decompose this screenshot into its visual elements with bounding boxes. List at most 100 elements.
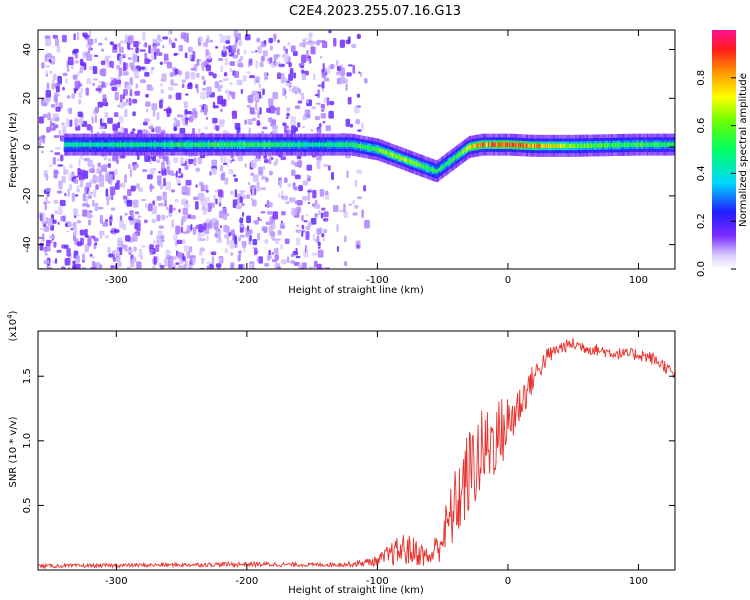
heatmap-ridge-cell xyxy=(329,142,332,147)
heatmap-noise-cell xyxy=(150,55,155,61)
heatmap-noise-cell xyxy=(336,185,340,190)
heatmap-noise-cell xyxy=(195,184,198,188)
heatmap-noise-cell xyxy=(72,74,78,80)
heatmap-ridge-cell xyxy=(510,142,513,147)
heatmap-noise-cell xyxy=(66,230,70,233)
heatmap-noise-cell xyxy=(306,109,310,116)
heatmap-noise-cell xyxy=(302,180,309,186)
heatmap-noise-cell xyxy=(90,125,93,133)
heatmap-ridge-cell xyxy=(483,142,486,147)
heatmap-ridge-cell xyxy=(327,142,329,147)
heatmap-ridge-cell xyxy=(349,142,352,147)
heatmap-ridge-cell xyxy=(657,142,659,147)
heatmap-noise-cell xyxy=(277,39,280,44)
heatmap-noise-cell xyxy=(265,221,271,226)
heatmap-noise-cell xyxy=(163,177,166,186)
heatmap-ridge-cell xyxy=(477,143,480,148)
heatmap-noise-cell xyxy=(295,255,301,259)
heatmap-noise-cell xyxy=(283,125,289,134)
heatmap-noise-cell xyxy=(151,218,156,224)
heatmap-noise-cell xyxy=(51,83,56,90)
heatmap-ridge-cell xyxy=(409,159,412,164)
heatmap-noise-cell xyxy=(44,96,49,105)
heatmap-noise-cell xyxy=(124,212,128,216)
heatmap-noise-cell xyxy=(159,264,165,269)
heatmap-noise-cell xyxy=(361,122,364,130)
heatmap-ridge-cell xyxy=(321,142,323,147)
heatmap-noise-cell xyxy=(161,73,167,82)
heatmap-noise-cell xyxy=(137,215,142,218)
heatmap-noise-cell xyxy=(145,101,151,107)
heatmap-noise-cell xyxy=(217,227,220,232)
heatmap-noise-cell xyxy=(269,216,273,225)
heatmap-noise-cell xyxy=(167,30,170,36)
heatmap-ridge-cell xyxy=(134,142,137,147)
heatmap-noise-cell xyxy=(274,254,279,261)
heatmap-noise-cell xyxy=(354,204,359,209)
heatmap-noise-cell xyxy=(307,41,313,46)
heatmap-ridge-cell xyxy=(530,143,533,148)
heatmap-ridge-cell xyxy=(200,142,202,147)
heatmap-noise-cell xyxy=(107,117,113,124)
heatmap-noise-cell xyxy=(165,215,169,219)
heatmap-ridge-cell xyxy=(541,143,543,149)
heatmap-ridge-cell xyxy=(330,142,333,147)
heatmap-noise-cell xyxy=(352,199,356,205)
heatmap-noise-cell xyxy=(90,267,96,269)
heatmap-noise-cell xyxy=(256,232,261,241)
heatmap-noise-cell xyxy=(165,206,169,210)
heatmap-ridge-cell xyxy=(346,142,348,147)
heatmap-ridge-cell xyxy=(240,142,242,147)
heatmap-noise-cell xyxy=(53,95,58,103)
heatmap-ridge-cell xyxy=(528,143,530,148)
heatmap-ridge-cell xyxy=(267,142,269,147)
heatmap-ridge-cell xyxy=(243,142,246,147)
heatmap-noise-cell xyxy=(153,168,157,171)
heatmap-ridge-cell xyxy=(640,142,643,147)
heatmap-noise-cell xyxy=(217,189,223,197)
heatmap-noise-cell xyxy=(277,72,281,77)
heatmap-noise-cell xyxy=(136,183,140,189)
heatmap-noise-cell xyxy=(80,87,83,93)
heatmap-noise-cell xyxy=(230,160,233,164)
heatmap-noise-cell xyxy=(290,116,296,125)
heatmap-ridge-cell xyxy=(257,142,260,147)
heatmap-noise-cell xyxy=(294,200,299,205)
heatmap-noise-cell xyxy=(293,72,297,79)
heatmap-noise-cell xyxy=(240,89,244,94)
heatmap-noise-cell xyxy=(195,224,199,230)
heatmap-ridge-cell xyxy=(451,157,454,162)
heatmap-ridge-cell xyxy=(85,142,87,147)
heatmap-noise-cell xyxy=(157,175,162,184)
heatmap-noise-cell xyxy=(242,75,247,82)
heatmap-noise-cell xyxy=(73,48,79,53)
heatmap-noise-cell xyxy=(176,119,180,128)
heatmap-noise-cell xyxy=(233,30,238,38)
heatmap-noise-cell xyxy=(55,106,61,112)
heatmap-noise-cell xyxy=(321,207,326,211)
heatmap-ridge-cell xyxy=(148,142,151,147)
heatmap-noise-cell xyxy=(279,179,282,189)
heatmap-noise-cell xyxy=(54,210,58,215)
heatmap-ridge-cell xyxy=(86,142,89,147)
colorbar-tick-label: 0.4 xyxy=(696,165,707,181)
heatmap-noise-cell xyxy=(75,263,81,269)
heatmap-ridge-cell xyxy=(395,154,397,159)
heatmap-noise-cell xyxy=(61,136,65,142)
heatmap-ridge-cell xyxy=(556,143,558,149)
heatmap-noise-cell xyxy=(307,190,312,193)
heatmap-noise-cell xyxy=(181,83,185,89)
heatmap-ridge-cell xyxy=(448,160,450,165)
heatmap-noise-cell xyxy=(327,165,331,171)
heatmap-noise-cell xyxy=(276,266,281,269)
heatmap-ridge-cell xyxy=(536,143,538,149)
heatmap-noise-cell xyxy=(303,220,308,223)
heatmap-noise-cell xyxy=(145,108,149,113)
heatmap-noise-cell xyxy=(138,248,143,252)
heatmap-ridge-cell xyxy=(174,142,177,147)
heatmap-ridge-cell xyxy=(509,142,511,147)
heatmap-noise-cell xyxy=(258,256,263,264)
heatmap-noise-cell xyxy=(339,64,343,68)
heatmap-noise-cell xyxy=(303,37,308,41)
heatmap-noise-cell xyxy=(283,177,288,183)
